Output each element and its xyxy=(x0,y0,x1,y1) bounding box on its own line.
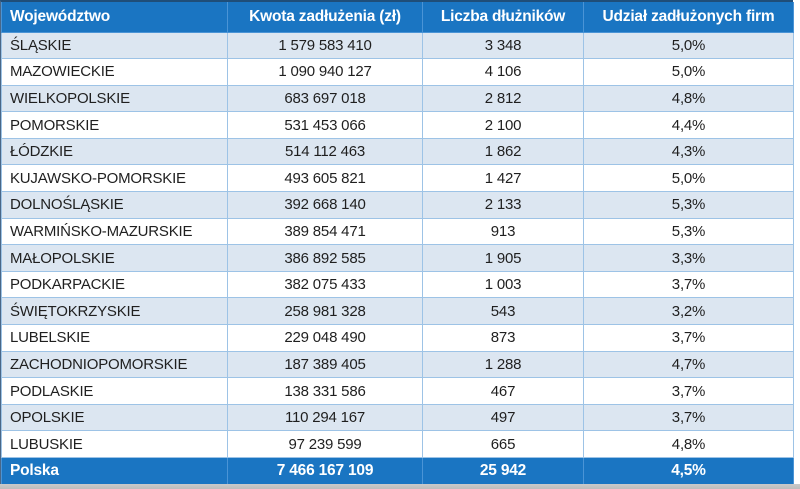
cell-wojewodztwo: LUBUSKIE xyxy=(1,430,228,458)
cell-kwota-zadluzenia: 392 668 140 xyxy=(227,191,423,219)
table-body: ŚLĄSKIE 1 579 583 410 3 348 5,0% MAZOWIE… xyxy=(1,31,794,458)
total-row: Polska 7 466 167 109 25 942 4,5% xyxy=(1,457,794,485)
cell-kwota-zadluzenia: 187 389 405 xyxy=(227,350,423,379)
cell-udzial-firm: 5,0% xyxy=(583,164,794,193)
column-header-liczba-dluznikow: Liczba dłużników xyxy=(422,2,584,33)
cell-liczba-dluznikow: 1 427 xyxy=(422,164,584,193)
cell-udzial-firm: 5,0% xyxy=(583,31,794,60)
cell-udzial-firm: 4,8% xyxy=(583,430,794,458)
table-row: LUBUSKIE 97 239 599 665 4,8% xyxy=(1,430,794,458)
cell-liczba-dluznikow: 497 xyxy=(422,403,584,432)
cell-kwota-zadluzenia: 389 854 471 xyxy=(227,217,423,246)
table-row: POMORSKIE 531 453 066 2 100 4,4% xyxy=(1,111,794,139)
cell-udzial-firm: 3,7% xyxy=(583,270,794,299)
table-row: ZACHODNIOPOMORSKIE 187 389 405 1 288 4,7… xyxy=(1,350,794,379)
table-row: ŁÓDZKIE 514 112 463 1 862 4,3% xyxy=(1,137,794,166)
cell-udzial-firm: 5,3% xyxy=(583,217,794,246)
cell-liczba-dluznikow: 1 862 xyxy=(422,137,584,166)
cell-liczba-dluznikow: 467 xyxy=(422,377,584,405)
table-row: PODLASKIE 138 331 586 467 3,7% xyxy=(1,377,794,405)
cell-udzial-firm: 5,3% xyxy=(583,191,794,219)
table-row: DOLNOŚLĄSKIE 392 668 140 2 133 5,3% xyxy=(1,191,794,219)
cell-liczba-dluznikow: 2 812 xyxy=(422,84,584,113)
cell-wojewodztwo: ZACHODNIOPOMORSKIE xyxy=(1,350,228,379)
cell-liczba-dluznikow: 543 xyxy=(422,297,584,326)
cell-udzial-firm: 3,7% xyxy=(583,403,794,432)
cell-kwota-zadluzenia: 138 331 586 xyxy=(227,377,423,405)
cell-kwota-zadluzenia: 386 892 585 xyxy=(227,244,423,272)
cell-wojewodztwo: MAŁOPOLSKIE xyxy=(1,244,228,272)
table-row: KUJAWSKO-POMORSKIE 493 605 821 1 427 5,0… xyxy=(1,164,794,193)
table-row: WARMIŃSKO-MAZURSKIE 389 854 471 913 5,3% xyxy=(1,217,794,246)
cell-wojewodztwo: OPOLSKIE xyxy=(1,403,228,432)
cell-kwota-zadluzenia: 493 605 821 xyxy=(227,164,423,193)
cell-udzial-firm: 3,3% xyxy=(583,244,794,272)
cell-wojewodztwo: ŚLĄSKIE xyxy=(1,31,228,60)
total-amount: 7 466 167 109 xyxy=(227,457,423,485)
column-header-wojewodztwo: Województwo xyxy=(1,2,228,33)
table-row: WIELKOPOLSKIE 683 697 018 2 812 4,8% xyxy=(1,84,794,113)
bottom-edge-strip xyxy=(0,484,800,489)
cell-wojewodztwo: KUJAWSKO-POMORSKIE xyxy=(1,164,228,193)
cell-kwota-zadluzenia: 97 239 599 xyxy=(227,430,423,458)
cell-wojewodztwo: DOLNOŚLĄSKIE xyxy=(1,191,228,219)
cell-liczba-dluznikow: 1 905 xyxy=(422,244,584,272)
cell-udzial-firm: 4,3% xyxy=(583,137,794,166)
voivodeship-debt-table: Województwo Kwota zadłużenia (zł) Liczba… xyxy=(1,2,794,485)
table-row: ŚWIĘTOKRZYSKIE 258 981 328 543 3,2% xyxy=(1,297,794,326)
cell-kwota-zadluzenia: 1 579 583 410 xyxy=(227,31,423,60)
cell-liczba-dluznikow: 2 100 xyxy=(422,111,584,139)
cell-kwota-zadluzenia: 683 697 018 xyxy=(227,84,423,113)
cell-wojewodztwo: MAZOWIECKIE xyxy=(1,58,228,86)
cell-kwota-zadluzenia: 514 112 463 xyxy=(227,137,423,166)
cell-kwota-zadluzenia: 110 294 167 xyxy=(227,403,423,432)
cell-wojewodztwo: ŚWIĘTOKRZYSKIE xyxy=(1,297,228,326)
cell-liczba-dluznikow: 3 348 xyxy=(422,31,584,60)
cell-wojewodztwo: LUBELSKIE xyxy=(1,324,228,352)
total-label: Polska xyxy=(1,457,228,485)
cell-liczba-dluznikow: 4 106 xyxy=(422,58,584,86)
cell-liczba-dluznikow: 2 133 xyxy=(422,191,584,219)
column-header-udzial-zadluzonych-firm: Udział zadłużonych firm xyxy=(583,2,794,33)
table-row: OPOLSKIE 110 294 167 497 3,7% xyxy=(1,403,794,432)
table-row: MAŁOPOLSKIE 386 892 585 1 905 3,3% xyxy=(1,244,794,272)
table-row: ŚLĄSKIE 1 579 583 410 3 348 5,0% xyxy=(1,31,794,60)
cell-udzial-firm: 3,7% xyxy=(583,324,794,352)
cell-kwota-zadluzenia: 531 453 066 xyxy=(227,111,423,139)
table-header: Województwo Kwota zadłużenia (zł) Liczba… xyxy=(1,2,794,33)
cell-kwota-zadluzenia: 1 090 940 127 xyxy=(227,58,423,86)
cell-udzial-firm: 4,8% xyxy=(583,84,794,113)
table-row: LUBELSKIE 229 048 490 873 3,7% xyxy=(1,324,794,352)
cell-udzial-firm: 3,7% xyxy=(583,377,794,405)
cell-liczba-dluznikow: 1 288 xyxy=(422,350,584,379)
cell-udzial-firm: 3,2% xyxy=(583,297,794,326)
cell-wojewodztwo: POMORSKIE xyxy=(1,111,228,139)
cell-liczba-dluznikow: 665 xyxy=(422,430,584,458)
cell-kwota-zadluzenia: 382 075 433 xyxy=(227,270,423,299)
total-share: 4,5% xyxy=(583,457,794,485)
cell-liczba-dluznikow: 1 003 xyxy=(422,270,584,299)
cell-wojewodztwo: PODLASKIE xyxy=(1,377,228,405)
cell-kwota-zadluzenia: 258 981 328 xyxy=(227,297,423,326)
table-row: PODKARPACKIE 382 075 433 1 003 3,7% xyxy=(1,270,794,299)
cell-liczba-dluznikow: 913 xyxy=(422,217,584,246)
cell-udzial-firm: 4,7% xyxy=(583,350,794,379)
cell-udzial-firm: 4,4% xyxy=(583,111,794,139)
cell-udzial-firm: 5,0% xyxy=(583,58,794,86)
cell-wojewodztwo: WARMIŃSKO-MAZURSKIE xyxy=(1,217,228,246)
header-row: Województwo Kwota zadłużenia (zł) Liczba… xyxy=(1,2,794,33)
cell-kwota-zadluzenia: 229 048 490 xyxy=(227,324,423,352)
table-row: MAZOWIECKIE 1 090 940 127 4 106 5,0% xyxy=(1,58,794,86)
cell-wojewodztwo: ŁÓDZKIE xyxy=(1,137,228,166)
cell-liczba-dluznikow: 873 xyxy=(422,324,584,352)
column-header-kwota-zadluzenia: Kwota zadłużenia (zł) xyxy=(227,2,423,33)
cell-wojewodztwo: PODKARPACKIE xyxy=(1,270,228,299)
total-debtors: 25 942 xyxy=(422,457,584,485)
table-footer: Polska 7 466 167 109 25 942 4,5% xyxy=(1,457,794,485)
cell-wojewodztwo: WIELKOPOLSKIE xyxy=(1,84,228,113)
